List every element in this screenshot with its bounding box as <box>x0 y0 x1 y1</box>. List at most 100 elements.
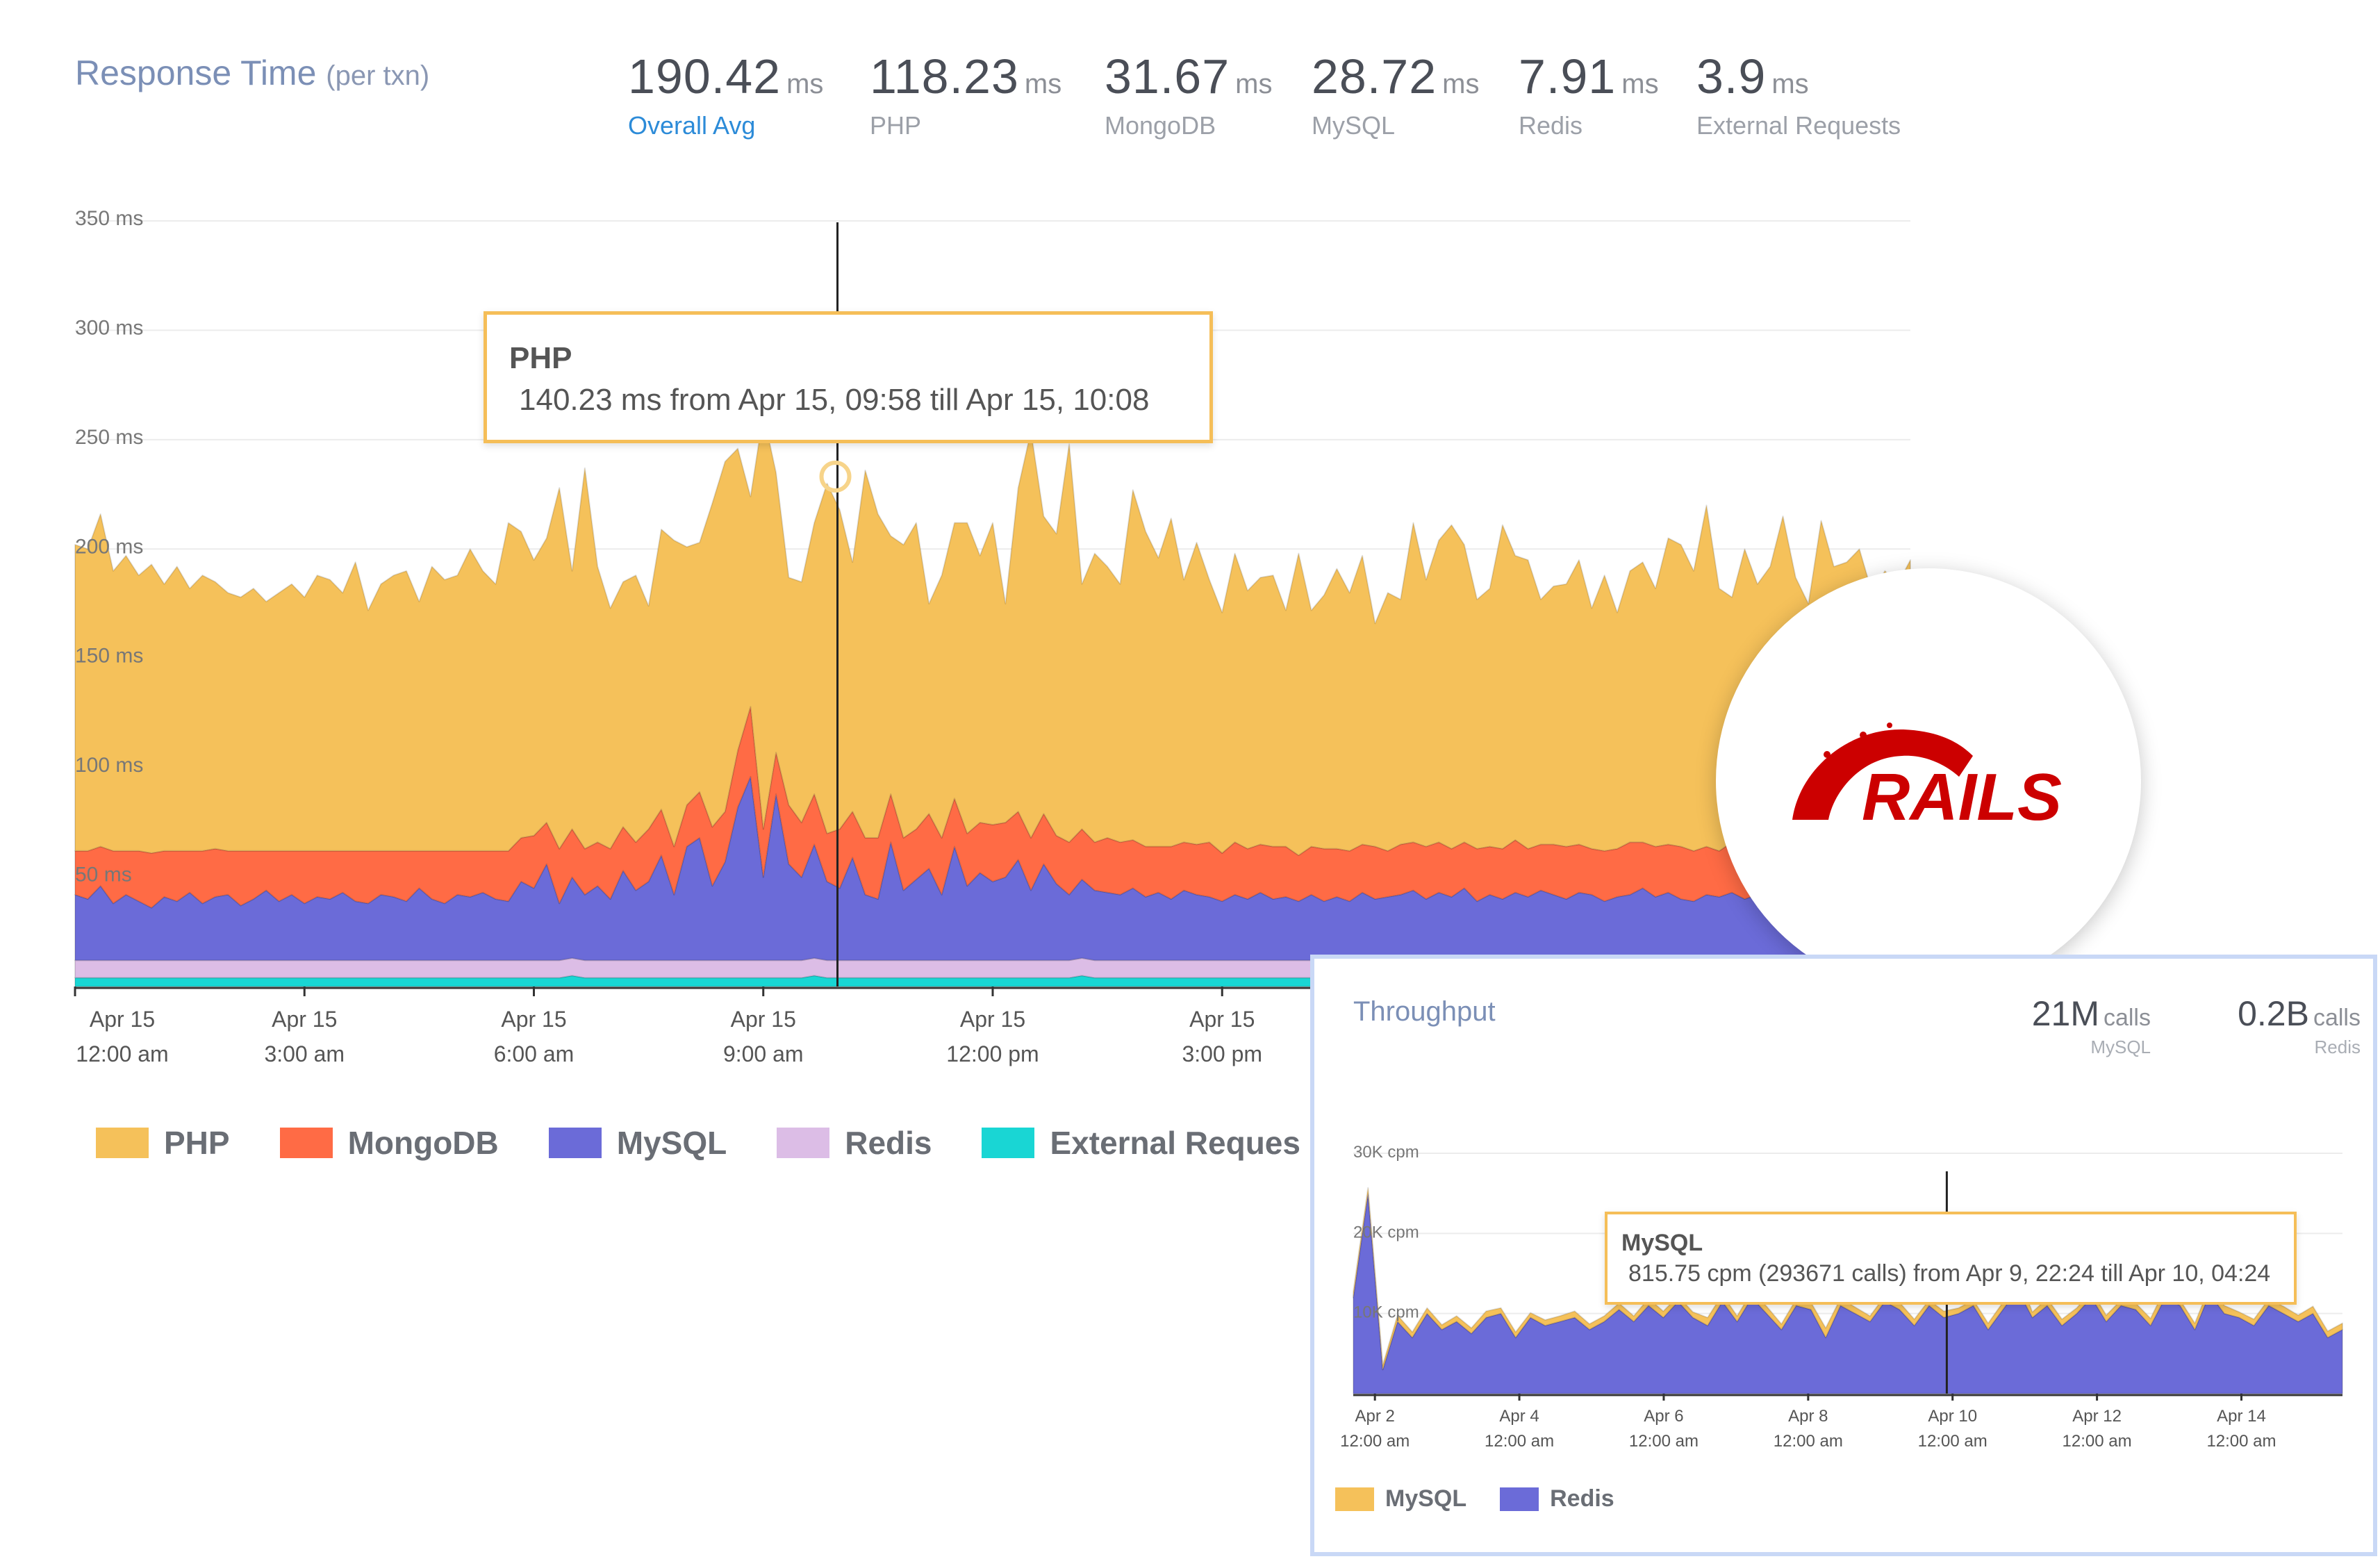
legend-item-redis[interactable]: Redis <box>777 1124 932 1162</box>
legend-swatch <box>96 1128 149 1158</box>
x-tick-date: Apr 6 <box>1644 1407 1683 1426</box>
x-tick-time: 12:00 am <box>1629 1432 1699 1451</box>
area-php <box>74 413 1911 857</box>
x-tick-time: 12:00 am <box>2063 1432 2132 1451</box>
throughput-legend: MySQL Redis <box>1335 1485 1648 1512</box>
throughput-panel: 30K cpm 20K cpm 10K cpm Apr 2 12:00 am Apr 4… <box>1310 955 2377 1556</box>
throughput-chart[interactable]: 30K cpm 20K cpm 10K cpm Apr 2 12:00 am Apr 4… <box>1314 959 2373 1552</box>
stat-unit: calls <box>2313 1005 2361 1031</box>
y-axis-ticks: 350 ms 300 ms 250 ms 200 ms 150 ms 100 ms 50 m… <box>75 207 143 886</box>
stat-value: 190.42 <box>628 49 782 104</box>
x-tick-time: 12:00 am <box>1774 1432 1843 1451</box>
stat-label: Redis <box>1519 111 1583 140</box>
stat-label-overall-avg[interactable]: Overall Avg <box>628 111 756 140</box>
title-text: Response Time <box>75 53 317 92</box>
stat-label: MongoDB <box>1105 111 1216 140</box>
stat-unit: ms <box>1621 69 1659 99</box>
legend-label: MongoDB <box>347 1125 499 1161</box>
stat-unit: calls <box>2103 1005 2151 1031</box>
x-tick-date: Apr 12 <box>2072 1407 2122 1426</box>
stat-mysql: 28.72 ms MySQL <box>1312 49 1480 140</box>
stat-external-requests: 3.9 ms External Requests <box>1696 49 1901 140</box>
title-suffix: (per txn) <box>326 60 430 91</box>
x-tick-time: 9:00 am <box>723 1041 804 1066</box>
stat-label: External Requests <box>1696 111 1901 140</box>
x-tick-date: Apr 14 <box>2217 1407 2266 1426</box>
area-series <box>74 413 1911 987</box>
stat-value: 21M <box>2031 994 2099 1033</box>
rails-logo-icon: RAILS <box>1792 723 2062 834</box>
x-tick-time: 12:00 pm <box>946 1041 1039 1066</box>
stat-unit: ms <box>1024 69 1062 99</box>
y-tick-label: 250 ms <box>75 426 143 449</box>
y-tick-label: 50 ms <box>75 864 132 886</box>
legend-item-external-requests[interactable]: External Reques <box>982 1124 1300 1162</box>
x-tick-date: Apr 4 <box>1499 1407 1539 1426</box>
page-title: Response Time (per txn) <box>75 53 429 93</box>
legend-swatch <box>279 1128 333 1158</box>
stat-redis: 7.91 ms Redis <box>1519 49 1659 140</box>
legend-swatch <box>1335 1487 1374 1511</box>
x-tick-date: Apr 10 <box>1928 1407 1977 1426</box>
legend-item-mysql[interactable]: MySQL <box>548 1124 727 1162</box>
legend-swatch <box>1500 1487 1539 1511</box>
x-tick-time: 12:00 am <box>76 1041 168 1066</box>
throughput-title: Throughput <box>1353 996 1496 1027</box>
x-axis: Apr 2 12:00 am Apr 4 12:00 am Apr 6 12:00 am A… <box>1340 1394 2342 1451</box>
legend-label: Redis <box>845 1125 932 1161</box>
legend-swatch <box>548 1128 602 1158</box>
y-tick-label: 350 ms <box>75 207 143 230</box>
rails-badge: RAILS <box>1716 568 2141 993</box>
stat-php: 118.23 ms PHP <box>870 49 1061 140</box>
x-tick-date: Apr 15 <box>1189 1007 1255 1032</box>
y-tick-label: 200 ms <box>75 535 143 558</box>
stat-value: 0.2B <box>2238 994 2309 1033</box>
y-tick-label: 30K cpm <box>1353 1143 1419 1162</box>
throughput-tooltip: MySQL 815.75 cpm (293671 calls) from Apr… <box>1605 1212 2297 1305</box>
x-tick-time: 3:00 pm <box>1182 1041 1262 1066</box>
legend-item-php[interactable]: PHP <box>96 1124 230 1162</box>
legend-label: PHP <box>164 1125 230 1161</box>
x-tick-time: 12:00 am <box>1485 1432 1554 1451</box>
stat-mongodb: 31.67 ms MongoDB <box>1105 49 1273 140</box>
y-tick-label: 10K cpm <box>1353 1303 1419 1322</box>
tooltip-title: PHP <box>509 341 572 375</box>
legend-item-mysql[interactable]: MySQL <box>1335 1485 1466 1512</box>
stat-unit: ms <box>786 69 824 99</box>
stat-unit: ms <box>1235 69 1273 99</box>
x-tick-date: Apr 15 <box>731 1007 796 1032</box>
y-tick-label: 300 ms <box>75 316 143 339</box>
x-tick-time: 12:00 am <box>2206 1432 2276 1451</box>
legend-label: Redis <box>1550 1485 1614 1512</box>
area-mysql <box>1353 1187 2343 1371</box>
legend-label: MySQL <box>616 1125 727 1161</box>
y-axis-ticks: 30K cpm 20K cpm 10K cpm <box>1353 1143 1419 1322</box>
stat-label: Redis <box>2314 1037 2361 1057</box>
legend-item-redis[interactable]: Redis <box>1500 1485 1614 1512</box>
stat-label: PHP <box>870 111 922 140</box>
chart-legend: PHP MongoDB MySQL Redis External Reques <box>96 1124 1350 1162</box>
x-tick-date: Apr 15 <box>272 1007 337 1032</box>
y-tick-label: 150 ms <box>75 645 143 668</box>
x-tick-date: Apr 2 <box>1355 1407 1394 1426</box>
x-tick-date: Apr 8 <box>1788 1407 1828 1426</box>
chart-tooltip: PHP 140.23 ms from Apr 15, 09:58 till Ap… <box>484 311 1213 443</box>
tooltip-text: 140.23 ms from Apr 15, 09:58 till Apr 15… <box>519 383 1150 417</box>
legend-swatch <box>777 1128 830 1158</box>
stat-value: 7.91 <box>1519 49 1617 104</box>
throughput-stat-mysql: 21M calls MySQL <box>2009 993 2151 1058</box>
stat-value: 3.9 <box>1696 49 1767 104</box>
stat-value: 118.23 <box>870 49 1019 104</box>
x-tick-date: Apr 15 <box>501 1007 566 1032</box>
legend-swatch <box>982 1128 1035 1158</box>
legend-item-mongodb[interactable]: MongoDB <box>279 1124 499 1162</box>
stat-value: 31.67 <box>1105 49 1230 104</box>
x-tick-time: 12:00 am <box>1340 1432 1410 1451</box>
hover-point <box>819 461 852 493</box>
stat-unit: ms <box>1771 69 1809 99</box>
stat-unit: ms <box>1442 69 1480 99</box>
x-tick-time: 12:00 am <box>1918 1432 1988 1451</box>
x-tick-date: Apr 15 <box>960 1007 1025 1032</box>
stat-value: 28.72 <box>1312 49 1437 104</box>
stat-label: MySQL <box>1312 111 1396 140</box>
